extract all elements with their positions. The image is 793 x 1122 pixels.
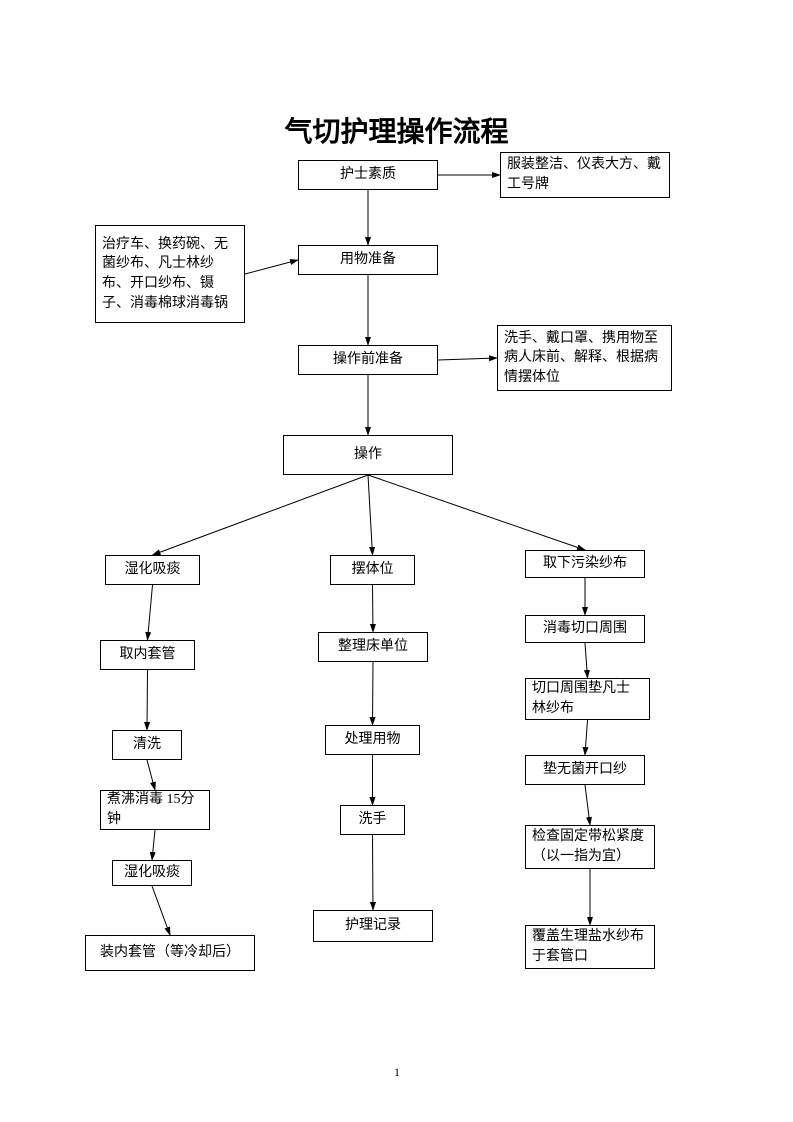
flowchart-node-a4: 煮沸消毒 15分钟 — [100, 790, 210, 830]
flowchart-node-b3: 处理用物 — [325, 725, 420, 755]
flowchart-node-c5: 检查固定带松紧度（以一指为宜） — [525, 825, 655, 869]
flowchart-node-a2: 取内套管 — [100, 640, 195, 670]
flowchart-node-a5: 湿化吸痰 — [112, 860, 192, 886]
flowchart-node-n4: 操作 — [283, 435, 453, 475]
flowchart-node-n1r: 服装整洁、仪表大方、戴工号牌 — [500, 152, 670, 198]
flowchart-node-c3: 切口周围垫凡士林纱布 — [525, 678, 650, 720]
flowchart-node-a1: 湿化吸痰 — [105, 555, 200, 585]
flowchart-node-c4: 垫无菌开口纱 — [525, 755, 645, 785]
flowchart-node-b2: 整理床单位 — [318, 632, 428, 662]
flowchart-node-b5: 护理记录 — [313, 910, 433, 942]
flowchart-node-a3: 清洗 — [112, 730, 182, 760]
flowchart-node-n1: 护士素质 — [298, 160, 438, 190]
flowchart-node-n3r: 洗手、戴口罩、携用物至病人床前、解释、根据病情摆体位 — [497, 325, 672, 391]
flowchart-node-a6: 装内套管（等冷却后） — [85, 935, 255, 971]
page-number: 1 — [394, 1065, 400, 1080]
flowchart-title: 气切护理操作流程 — [0, 110, 793, 150]
flowchart-node-n2l: 治疗车、换药碗、无菌纱布、凡士林纱布、开口纱布、镊子、消毒棉球消毒锅 — [95, 225, 245, 323]
flowchart-node-c1: 取下污染纱布 — [525, 550, 645, 578]
flowchart-node-n3: 操作前准备 — [298, 345, 438, 375]
flowchart-node-b4: 洗手 — [340, 805, 405, 835]
flowchart-node-c6: 覆盖生理盐水纱布于套管口 — [525, 925, 655, 969]
flowchart-node-b1: 摆体位 — [330, 555, 415, 585]
flowchart-node-c2: 消毒切口周围 — [525, 615, 645, 643]
flowchart-node-n2: 用物准备 — [298, 245, 438, 275]
